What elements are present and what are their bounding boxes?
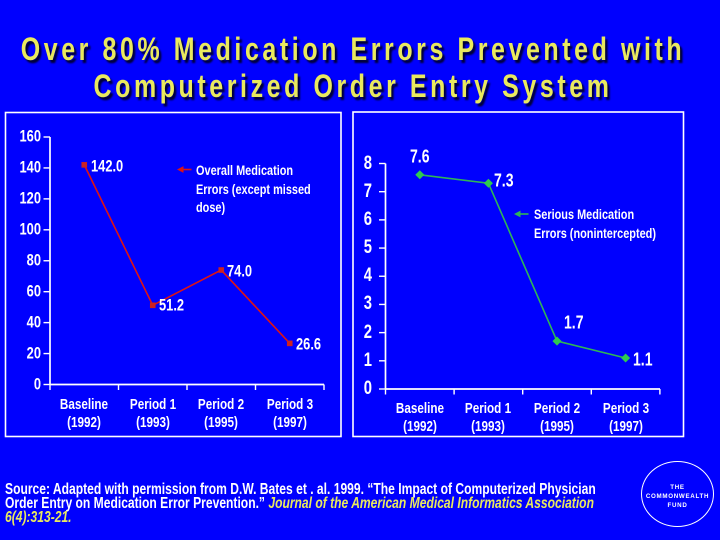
right-chart-y-tick-label: 8 [363,152,372,174]
right-chart-category-label-line: (1993) [471,417,506,435]
right-chart-point-label: 1.7 [563,312,584,333]
left-chart-y-tick-label: 0 [33,375,41,393]
source-note-journal: Journal of the American Medical Informat… [268,494,594,512]
left-chart-category-label-line: (1993) [135,413,170,431]
right-chart-category-label-line: (1997) [608,417,643,435]
right-chart-marker [552,336,562,346]
left-chart-marker [81,162,88,168]
title-line-1: Over 80% Medication Errors Prevented wit… [20,31,686,67]
left-chart-category-label-line: Baseline [60,395,109,413]
right-chart-legend-arrow [514,210,521,218]
logo-line-commonwealth: COMMONWEALTH [645,493,710,500]
source-note: Source: Adapted with permission from D.W… [5,481,596,526]
left-chart-legend-label-line: Overall Medication [195,162,293,179]
right-chart-category-label-line: Period 3 [602,399,649,417]
right-chart-category-label: Period 3 (1997) [563,400,688,436]
left-chart-category-label-line: Period 1 [129,395,176,413]
right-chart-point-label: 7.6 [409,146,430,167]
left-chart-y-tick-label: 120 [19,189,41,208]
commonwealth-fund-logo: THE COMMONWEALTH FUND [641,461,714,527]
right-chart-y-tick-label: 7 [363,180,372,202]
left-chart-category-label-line: Period 3 [266,395,313,413]
left-chart-point-label: 74.0 [227,262,253,281]
left-chart-legend-label-line: dose) [195,199,225,216]
left-chart-y-tick-label: 160 [19,127,41,146]
left-chart-point-label: 26.6 [295,335,321,354]
right-chart-marker [415,170,425,180]
left-chart-y-tick-label: 40 [26,313,41,332]
right-chart-legend-label-line: Errors (nonintercepted) [534,224,656,241]
left-chart-y-tick-label: 80 [26,251,41,270]
right-chart-category-label-line: Baseline [395,399,444,417]
left-chart-legend-arrow [177,166,184,173]
right-chart-marker [621,353,631,363]
left-chart-point-label: 51.2 [158,296,184,315]
left-chart-marker [149,302,156,309]
right-chart-y-tick-label: 1 [363,349,372,371]
right-chart-category-label-line: Period 2 [533,399,581,417]
left-chart-category-label-line: (1995) [204,413,239,431]
source-note-line2: Order Entry on Medication Error Preventi… [5,494,596,512]
left-chart-y-tick-label: 100 [19,220,41,239]
right-chart-point-label: 1.1 [632,349,653,370]
left-chart-legend-label: Overall Medication Errors (except missed d… [196,161,311,216]
left-chart-y-tick-label: 60 [26,282,41,301]
left-chart-category-label: Period 3 (1997) [227,396,352,432]
title-line-2: Computerized Order Entry System [93,67,613,104]
left-chart-legend-label-line: Errors (except missed [195,180,311,197]
source-note-line1: Source: Adapted with permission from D.W… [5,481,596,498]
left-chart-category-label: Baseline (1992) [22,396,147,432]
right-chart-y-tick-label: 4 [363,265,372,287]
right-chart-category-label-line: (1992) [402,417,437,435]
left-chart-point-label: 142.0 [90,157,123,176]
slide-title: Over 80% Medication Errors Prevented wit… [0,31,712,104]
left-chart-y-tick-label: 140 [19,158,41,177]
right-chart-y-tick-label: 6 [363,208,372,230]
right-chart-series-line [419,173,626,359]
right-chart-y-tick-label: 3 [363,293,372,315]
left-chart-marker [286,340,293,347]
right-chart-category-label: Period 1 (1993) [426,400,551,436]
left-chart-series-line [83,164,291,344]
logo-line-the: THE [670,484,685,491]
left-chart-category-label: Period 1 (1993) [90,396,215,432]
left-chart-panel-border [4,111,342,438]
left-chart-y-tick-label: 20 [26,344,41,363]
right-chart-point-label: 7.3 [494,170,514,191]
left-chart-category-label-line: (1997) [272,413,307,431]
left-chart-marker [218,267,225,273]
right-chart-y-tick-label: 5 [363,237,372,259]
right-chart-y-tick-label: 2 [363,321,372,343]
right-chart-marker [483,178,493,188]
right-chart-y-tick-label: 0 [363,378,372,399]
left-chart-category-label-line: (1992) [67,413,102,431]
source-note-line2-plain: Order Entry on Medication Error Preventi… [5,494,269,512]
logo-line-fund: FUND [667,502,688,509]
right-chart-legend-label: Serious Medication Errors (nonintercepted… [534,205,656,242]
right-chart-category-label-line: (1995) [540,417,574,435]
right-chart-legend-label-line: Serious Medication [534,206,635,223]
left-chart-category-label: Period 2 (1995) [159,396,284,432]
right-chart-category-label: Baseline (1992) [357,400,482,436]
right-chart-panel-border [352,111,685,438]
left-chart-category-label-line: Period 2 [198,395,245,413]
source-note-issue: 6(4):313-21. [5,508,72,526]
right-chart-category-label: Period 2 (1995) [495,400,620,436]
right-chart-category-label-line: Period 1 [465,399,512,417]
